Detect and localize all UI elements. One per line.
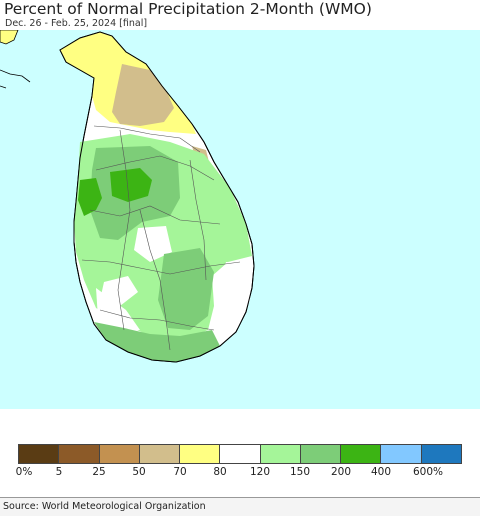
legend-swatch-7 xyxy=(300,445,342,463)
legend-swatch-6 xyxy=(260,445,301,463)
legend-swatch-1 xyxy=(59,445,100,463)
precipitation-map xyxy=(0,30,480,409)
legend-swatch-4 xyxy=(180,445,221,463)
legend-color-bar xyxy=(18,444,462,464)
india-coast xyxy=(0,30,19,45)
north-tan-region xyxy=(112,64,174,126)
medium-green-region-south xyxy=(94,322,220,362)
legend-label: 0% xyxy=(15,466,33,478)
map-subtitle: Dec. 26 - Feb. 25, 2024 [final] xyxy=(5,18,148,29)
legend-label: 120 xyxy=(249,466,271,478)
legend-swatch-9 xyxy=(381,445,422,463)
legend-label: 50 xyxy=(132,466,146,478)
legend-swatch-0 xyxy=(19,445,60,463)
white-patch-south xyxy=(96,288,140,330)
legend-labels: 0% 5 25 50 70 80 120 150 200 400 600% xyxy=(0,466,480,480)
legend-swatch-8 xyxy=(341,445,382,463)
white-patch-east xyxy=(214,262,252,334)
india-coast-line xyxy=(0,69,31,89)
legend-swatch-5 xyxy=(220,445,261,463)
legend-swatch-3 xyxy=(139,445,181,463)
map-title: Percent of Normal Precipitation 2-Month … xyxy=(4,0,372,18)
dark-green-region xyxy=(110,168,152,202)
legend-label: 25 xyxy=(92,466,106,478)
coastline xyxy=(59,31,255,363)
source-credit: Source: World Meteorological Organizatio… xyxy=(3,501,206,512)
footer: Source: World Meteorological Organizatio… xyxy=(0,497,480,516)
legend-label: 70 xyxy=(173,466,187,478)
legend-label: 400 xyxy=(370,466,392,478)
white-patch-1 xyxy=(134,226,172,262)
district-boundaries xyxy=(81,125,241,351)
medium-green-region-central xyxy=(158,248,214,330)
legend-swatch-2 xyxy=(99,445,140,463)
legend-label: 5 xyxy=(55,466,63,478)
legend-label: 600% xyxy=(412,466,444,478)
dark-green-coast xyxy=(78,178,102,216)
legend-swatch-10 xyxy=(421,445,461,463)
legend-label: 150 xyxy=(289,466,311,478)
legend-label: 200 xyxy=(330,466,352,478)
legend-label: 80 xyxy=(213,466,227,478)
